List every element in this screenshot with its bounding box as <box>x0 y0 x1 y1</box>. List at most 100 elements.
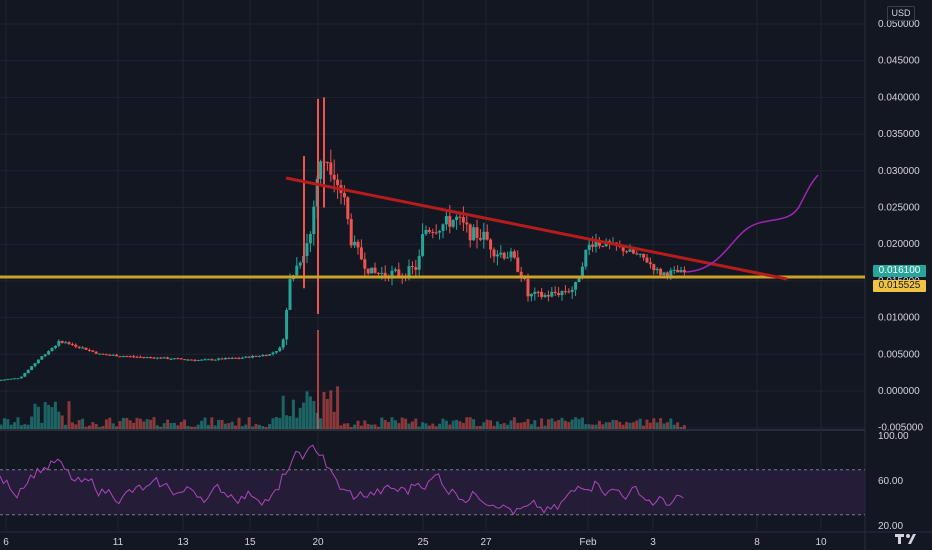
candle-body <box>332 174 336 180</box>
candle-body <box>47 351 51 355</box>
candle-body <box>642 253 646 258</box>
volume-bar <box>319 418 323 429</box>
candle-body <box>244 356 248 358</box>
volume-bar <box>125 418 129 429</box>
candle-body <box>176 358 180 360</box>
candle-body <box>373 267 377 273</box>
volume-bar <box>145 419 149 429</box>
volume-bar <box>261 426 265 429</box>
candle-body <box>563 291 567 293</box>
price-tick-label: 0.050000 <box>878 19 920 30</box>
candle-body <box>601 245 605 247</box>
candle-body <box>40 356 44 360</box>
volume-bar <box>540 418 544 429</box>
candle-body <box>414 267 418 270</box>
candle-body <box>574 281 578 290</box>
volume-bar <box>308 396 312 429</box>
volume-bar <box>349 426 353 429</box>
volume-bar <box>101 425 105 429</box>
candle-body <box>64 342 68 344</box>
candle-body <box>251 355 255 358</box>
volume-bar <box>451 420 455 429</box>
candle-body <box>376 272 380 274</box>
volume-bar <box>512 417 516 429</box>
volume-bar <box>570 419 574 429</box>
candle-body <box>577 276 581 282</box>
candle-body <box>135 356 139 358</box>
volume-bar <box>533 420 537 429</box>
time-tick-label: 25 <box>417 537 429 548</box>
last-price-badge: 0.016100 <box>873 265 926 277</box>
volume-bar <box>128 420 132 429</box>
price-axis[interactable]: 0.050000 0.045000 0.040000 0.035000 0.030000… <box>878 19 923 434</box>
volume-bar <box>196 424 200 429</box>
candle-body <box>200 359 204 361</box>
volume-bar <box>220 419 224 429</box>
candle-body <box>179 358 183 360</box>
volume-bar <box>206 424 210 429</box>
volume-bar <box>492 425 496 429</box>
volume-bar <box>210 417 214 429</box>
volume-bar <box>149 419 153 429</box>
candle-body <box>489 239 493 250</box>
rsi-tick-label: 20.00 <box>878 521 903 532</box>
candle-body <box>257 356 261 358</box>
candle-body <box>220 358 224 360</box>
volume-bar <box>9 424 13 429</box>
candle-body <box>278 347 282 352</box>
volume-bar <box>288 416 292 429</box>
volume-bar <box>353 424 357 429</box>
volume-bar <box>285 415 289 429</box>
volume-bar <box>13 422 17 429</box>
volume-bar <box>468 417 472 429</box>
volume-bar <box>434 426 438 429</box>
volume-bar <box>30 416 34 429</box>
volume-bar <box>506 424 510 429</box>
candle-body <box>597 240 601 246</box>
candle-body <box>652 264 656 271</box>
candle-body <box>628 249 632 252</box>
volume-bar <box>70 422 74 429</box>
volume-bar <box>574 417 578 429</box>
volume-bar <box>560 417 564 429</box>
volume-bar <box>77 420 81 429</box>
candle-body <box>210 359 214 361</box>
candle-body <box>499 252 503 255</box>
volume-bar <box>33 403 37 429</box>
volume-bar <box>169 423 173 429</box>
candle-body <box>271 352 275 355</box>
candle-body <box>353 241 357 246</box>
volume-bar <box>23 424 27 429</box>
candle-body <box>162 357 166 359</box>
volume-bar <box>509 420 513 429</box>
candle-body <box>461 217 465 223</box>
price-tick-label: 0.010000 <box>878 313 920 324</box>
volume-bar <box>281 395 285 429</box>
volume-bar <box>50 407 54 429</box>
time-tick-label: 10 <box>815 537 827 548</box>
volume-bar <box>91 422 95 429</box>
candle-body <box>455 216 459 221</box>
volume-bar <box>400 417 404 429</box>
candle-body <box>159 357 163 359</box>
candle-body <box>193 359 197 361</box>
candle-body <box>288 279 292 310</box>
volume-bar <box>516 422 520 429</box>
candle-body <box>407 266 411 279</box>
candle-body <box>36 359 40 364</box>
volume-bar <box>672 424 676 429</box>
currency-label[interactable]: USD <box>887 6 915 21</box>
volume-bar <box>495 421 499 429</box>
time-tick-label: 20 <box>312 537 324 548</box>
candle-body <box>383 272 387 276</box>
time-axis[interactable]: 6 11 13 15 20 25 27 Feb 3 8 10 <box>3 537 827 548</box>
candle-body <box>560 291 564 296</box>
candle-body <box>434 232 438 234</box>
candle-body <box>319 161 323 179</box>
volume-bar <box>489 420 493 429</box>
candle-body <box>676 269 680 273</box>
rsi-tick-label: 100.00 <box>878 431 909 442</box>
candle-body <box>495 254 499 257</box>
